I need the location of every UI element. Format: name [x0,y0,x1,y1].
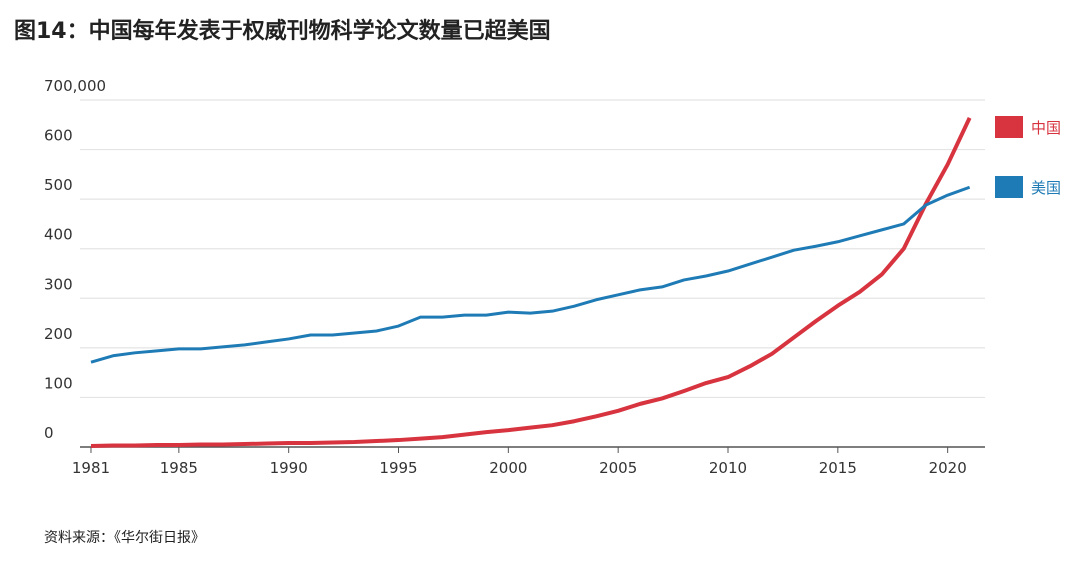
legend-swatch [995,116,1023,138]
y-tick-label: 700,000 [44,77,106,95]
legend-label: 中国 [1031,119,1061,137]
chart-title: 图14：中国每年发表于权威刊物科学论文数量已超美国 [14,18,551,44]
x-tick-label: 1985 [160,459,198,477]
y-tick-label: 400 [44,226,73,244]
legend-swatch [995,176,1023,198]
data-line [90,185,971,364]
y-tick-label: 600 [44,127,73,145]
legend-label: 美国 [1031,179,1061,197]
y-tick-label: 500 [44,176,73,194]
x-tick-label: 1981 [72,459,110,477]
x-tick-label: 1990 [270,459,308,477]
x-tick-label: 2000 [489,459,527,477]
x-tick-label: 2020 [929,459,967,477]
y-tick-label: 0 [44,424,54,442]
x-tick-label: 2015 [819,459,857,477]
x-tick-label: 1995 [379,459,417,477]
x-tick-label: 2010 [709,459,747,477]
data-line [90,116,972,449]
y-tick-label: 200 [44,325,73,343]
y-tick-label: 100 [44,374,73,392]
y-tick-label: 300 [44,275,73,293]
x-tick-label: 2005 [599,459,637,477]
source-note: 资料来源：《华尔街日报》 [44,530,205,546]
